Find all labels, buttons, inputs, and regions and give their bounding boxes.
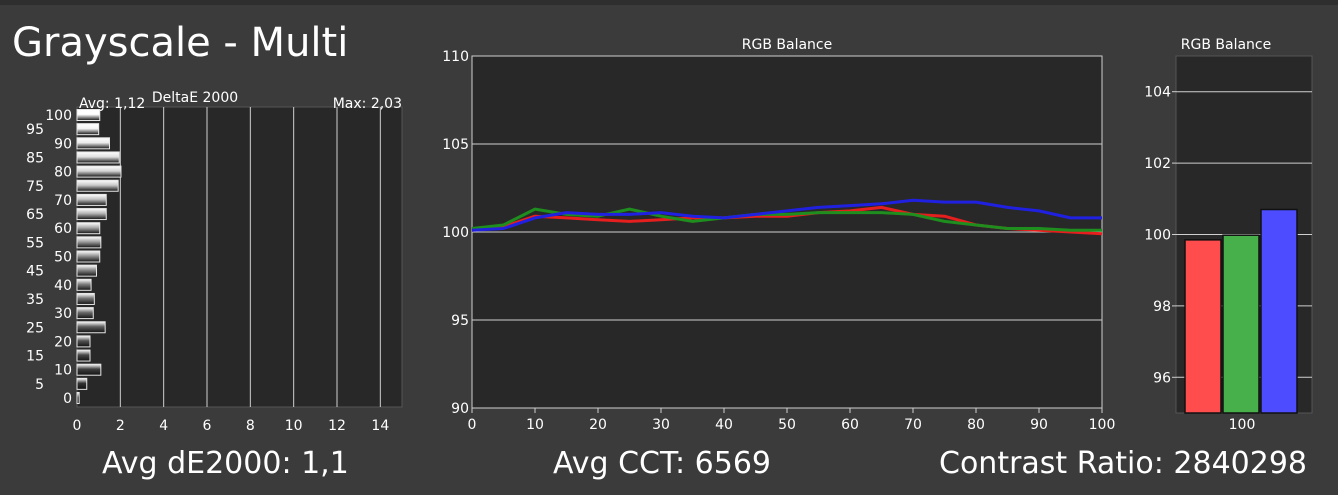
deltae-y-tick-label: 55 [26,235,44,251]
deltae-y-tick-label: 50 [54,250,72,266]
deltae-y-tick-label: 15 [26,349,44,365]
deltae-bar [76,179,119,192]
deltae-bar [76,165,122,178]
deltae-y-tick-label: 95 [26,122,44,138]
deltae-x-tick-label: 12 [328,418,346,434]
deltae-bar [76,137,110,150]
rgb-line-x-tick-label: 0 [468,417,477,433]
rgb-line-x-tick-label: 60 [841,417,859,433]
deltae-x-tick-label: 14 [371,418,389,434]
rgb-line-x-tick-label: 100 [1089,417,1116,433]
deltae-y-tick-label: 10 [54,363,72,379]
deltae-y-tick-label: 5 [35,377,44,393]
rgb-line-y-tick-label: 95 [451,313,469,329]
top-toolbar-strip [0,0,1338,5]
deltae-y-tick-label: 40 [54,278,72,294]
rgb-line-x-tick-label: 90 [1030,417,1048,433]
deltae-bar [76,307,94,320]
deltae-y-tick-label: 45 [26,264,44,280]
rgb-bar-y-tick-label: 100 [1144,228,1171,244]
deltae-bar [76,292,95,305]
deltae-y-tick-label: 80 [54,165,72,181]
deltae-y-tick-label: 70 [54,193,72,209]
deltae-x-tick-label: 0 [73,418,82,434]
rgb-bar-y-tick-label: 96 [1153,370,1171,386]
deltae-bar [76,109,101,121]
rgb-line-y-tick-label: 100 [442,225,469,241]
rgb-bar-x-tick-label: 100 [1229,417,1256,433]
rgb-series-line-blue [471,198,1102,232]
deltae-bar [76,208,107,221]
deltae-max-label: Max: 2,03 [333,96,402,112]
deltae-bar [76,264,97,277]
rgb-series-line-green [471,207,1102,232]
rgb-line-x-tick-label: 10 [526,417,544,433]
contrast-ratio-readout: Contrast Ratio: 2840298 [939,446,1307,481]
deltae-bar [76,236,102,249]
rgb-line-y-tick-label: 105 [442,137,469,153]
deltae-bar [76,321,106,334]
rgb-line-y-tick-label: 110 [442,49,469,65]
avg-cct-readout: Avg CCT: 6569 [553,446,772,481]
rgb-bar-y-tick-label: 98 [1153,299,1171,315]
rgb-bar-y-tick-label: 102 [1144,156,1171,172]
deltae-y-tick-label: 20 [54,334,72,350]
deltae-y-tick-label: 65 [26,207,44,223]
deltae-bar [76,349,91,362]
deltae-x-tick-label: 8 [246,418,255,434]
rgb-bar-bar_red [1184,239,1222,414]
avg-de-readout: Avg dE2000: 1,1 [102,446,349,481]
deltae-bar [76,278,92,291]
rgb-bar-y-tick-label: 104 [1144,85,1171,101]
deltae-y-tick-label: 75 [26,179,44,195]
deltae-x-tick-label: 10 [285,418,303,434]
deltae-x-tick-label: 4 [159,418,168,434]
deltae-chart-title: DeltaE 2000 [152,90,238,106]
rgb-bar-bar_blue [1260,208,1298,414]
deltae-y-tick-label: 30 [54,306,72,322]
deltae-y-tick-label: 100 [45,108,72,124]
rgb-line-x-tick-label: 50 [778,417,796,433]
rgb-line-x-tick-label: 40 [715,417,733,433]
rgb-bar-chart-title: RGB Balance [1181,37,1271,53]
deltae-bar [76,377,88,390]
deltae-y-tick-label: 90 [54,136,72,152]
deltae-x-tick-label: 6 [203,418,212,434]
rgb-line-x-tick-label: 70 [904,417,922,433]
rgb-line-x-tick-label: 20 [589,417,607,433]
deltae-chart: 0 2 4 6 8 10 12 14 DeltaE 2000 Avg: 1,12 Max: 2,03… [26,90,403,434]
rgb-balance-line-chart: 90 95 100 105 110 0 10 20 30 40 50 60 70 80 90 100 RGB B… [442,37,1116,433]
deltae-y-tick-label: 85 [26,150,44,166]
deltae-bar [76,123,100,136]
deltae-bar [76,335,91,348]
deltae-bar [76,250,101,263]
deltae-plot-area [76,106,403,408]
rgb-balance-bar-chart: 96 98 100 102 104 RGB Balance 100 [1144,37,1313,433]
deltae-y-tick-label: 35 [26,292,44,308]
rgb-line-x-tick-label: 80 [967,417,985,433]
page-title: Grayscale - Multi [12,20,349,66]
deltae-bar [76,363,102,376]
rgb-line-x-tick-label: 30 [652,417,670,433]
rgb-line-y-tick-label: 90 [451,401,469,417]
deltae-y-tick-label: 60 [54,221,72,237]
deltae-bar [76,193,107,206]
deltae-y-tick-label: 0 [63,391,72,407]
deltae-bar [76,222,101,235]
rgb-line-chart-title: RGB Balance [742,37,832,53]
deltae-y-tick-label: 25 [26,320,44,336]
deltae-bar [76,151,120,164]
deltae-bar [76,392,80,404]
rgb-bar-bar_green [1222,234,1260,414]
deltae-x-tick-label: 2 [116,418,125,434]
deltae-avg-label: Avg: 1,12 [79,96,145,112]
